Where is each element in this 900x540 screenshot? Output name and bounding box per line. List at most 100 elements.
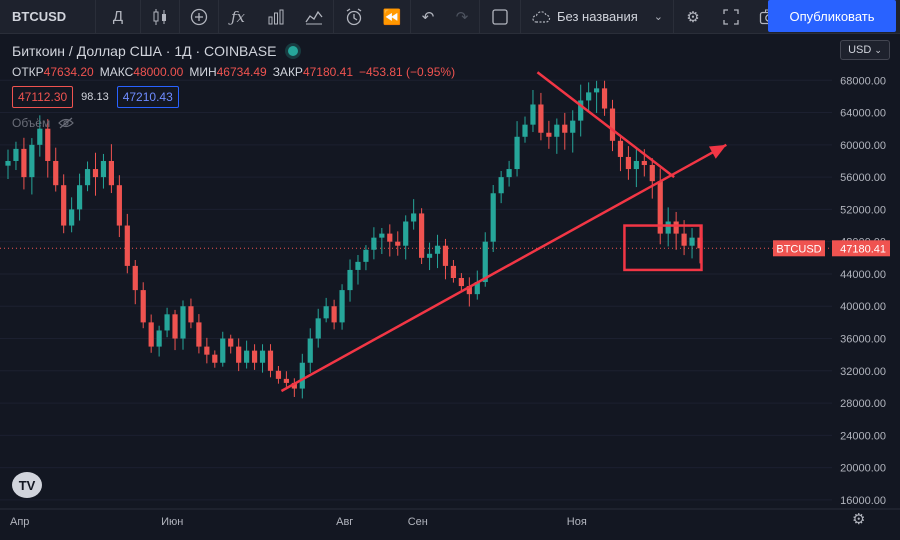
candle-body xyxy=(5,160,11,166)
candle-body xyxy=(371,237,377,250)
replay-button[interactable]: ⏪ xyxy=(374,0,410,34)
candle-body xyxy=(593,88,600,93)
candle-body xyxy=(434,245,441,254)
candle-body xyxy=(188,306,194,323)
candle-body xyxy=(617,140,624,157)
candle-body xyxy=(204,346,210,355)
candle-body xyxy=(419,213,425,258)
price-axis[interactable]: 16000.00 20000.00 24000.00 28000.00 32000.00… xyxy=(832,34,900,540)
candle-body xyxy=(578,100,584,121)
alarm-clock-icon xyxy=(346,7,362,25)
compare-button[interactable] xyxy=(180,0,218,34)
grid xyxy=(0,79,832,501)
candle-body xyxy=(37,128,43,145)
candle-body xyxy=(53,160,59,186)
candle-body xyxy=(180,306,186,339)
bid-ask: 47112.30 98.13 47210.43 xyxy=(12,86,455,108)
candle-body xyxy=(100,160,107,178)
time-tick-label: Апр xyxy=(10,516,29,528)
candle-body xyxy=(116,185,122,226)
candle-body xyxy=(387,233,393,242)
chevron-down-icon: ⌄ xyxy=(874,44,882,55)
fullscreen-button[interactable] xyxy=(712,0,750,34)
redo-button[interactable]: ↷ xyxy=(445,0,479,34)
templates-button[interactable] xyxy=(295,0,333,34)
drawings[interactable] xyxy=(280,71,727,393)
divider xyxy=(333,0,334,34)
divider xyxy=(179,0,180,34)
price-axis-bg xyxy=(832,34,900,540)
candle-body xyxy=(363,249,369,262)
price-tick-label: 16000.00 xyxy=(840,495,886,507)
symbol-search-button[interactable]: BTCUSD xyxy=(0,0,96,34)
symbol-title-row: Биткоин / Доллар США · 1Д · COINBASE xyxy=(12,43,455,59)
candle-body xyxy=(13,148,19,161)
indicators-button[interactable]: ƒx xyxy=(219,0,257,34)
alert-button[interactable] xyxy=(334,0,374,34)
candle-body xyxy=(641,160,647,166)
divider xyxy=(410,0,411,34)
financials-button[interactable] xyxy=(257,0,295,34)
candle-body xyxy=(538,104,544,133)
sell-price-button[interactable]: 47112.30 xyxy=(12,86,74,108)
interval-button[interactable]: Д xyxy=(112,8,124,25)
price-tick-label: 52000.00 xyxy=(840,204,886,216)
candle-body xyxy=(61,185,67,226)
volume-legend[interactable]: Объём xyxy=(12,116,455,130)
candle-body xyxy=(689,237,695,246)
square-icon xyxy=(492,8,508,25)
candle-body xyxy=(132,265,138,291)
candle-body xyxy=(466,286,472,295)
trend-line[interactable] xyxy=(280,143,727,393)
trend-line[interactable] xyxy=(536,71,675,179)
tradingview-logo[interactable]: TV xyxy=(12,472,42,498)
rectangle-drawing[interactable] xyxy=(623,224,703,272)
divider xyxy=(218,0,219,34)
candles-chart-type-button[interactable] xyxy=(141,0,179,34)
candle-body xyxy=(625,156,632,170)
candle-body xyxy=(395,241,401,246)
candle-body xyxy=(347,269,353,291)
undo-button[interactable]: ↶ xyxy=(411,0,445,34)
candle-body xyxy=(267,350,274,371)
price-tick-label: 44000.00 xyxy=(840,269,886,281)
gear-icon: ⚙ xyxy=(686,8,700,26)
buy-price-button[interactable]: 47210.43 xyxy=(116,86,179,108)
layout-name-button[interactable]: Без названия ⌄ xyxy=(521,0,673,34)
publish-button[interactable]: Опубликовать xyxy=(768,0,896,32)
candles xyxy=(5,80,703,399)
candle-body xyxy=(474,282,480,295)
eye-hidden-icon[interactable] xyxy=(58,117,75,129)
price-tick-label: 56000.00 xyxy=(840,172,886,184)
candle-body xyxy=(212,354,218,363)
chevron-down-icon: ⌄ xyxy=(653,11,663,23)
candle-body xyxy=(609,108,616,141)
fullscreen-select-button[interactable] xyxy=(480,0,520,34)
time-tick-label: Ноя xyxy=(567,516,587,528)
currency-select[interactable]: USD ⌄ xyxy=(840,40,890,60)
candle-body xyxy=(530,104,536,125)
price-tick-label: 64000.00 xyxy=(840,108,886,120)
change-value: −453.81 (−0.95%) xyxy=(359,65,456,79)
divider xyxy=(479,0,480,34)
candle-body xyxy=(323,306,329,319)
price-tick-label: 32000.00 xyxy=(840,366,886,378)
divider xyxy=(140,0,141,34)
candle-body xyxy=(236,346,242,363)
cloud-icon xyxy=(532,10,551,23)
candle-body xyxy=(554,124,560,137)
price-chart[interactable]: 16000.00 20000.00 24000.00 28000.00 32000.00… xyxy=(0,34,900,540)
axis-settings-button[interactable]: ⚙ xyxy=(852,510,865,528)
chart-legend: Биткоин / Доллар США · 1Д · COINBASE ОТК… xyxy=(12,43,455,130)
candle-body xyxy=(220,338,226,363)
symbol-price-tag xyxy=(773,240,825,257)
ohlc-values: ОТКР47634.20 МАКС48000.00 МИН46734.49 ЗА… xyxy=(12,65,456,79)
time-axis[interactable]: АпрИюнАвгСенНоя2022Фев xyxy=(0,508,900,528)
candle-body xyxy=(403,221,409,246)
chart-settings-button[interactable]: ⚙ xyxy=(674,0,712,34)
gear-icon: ⚙ xyxy=(852,511,866,528)
candle-body xyxy=(514,136,520,170)
candle-body xyxy=(665,221,671,234)
candle-body xyxy=(156,330,162,347)
time-tick-label: Авг xyxy=(336,516,353,528)
